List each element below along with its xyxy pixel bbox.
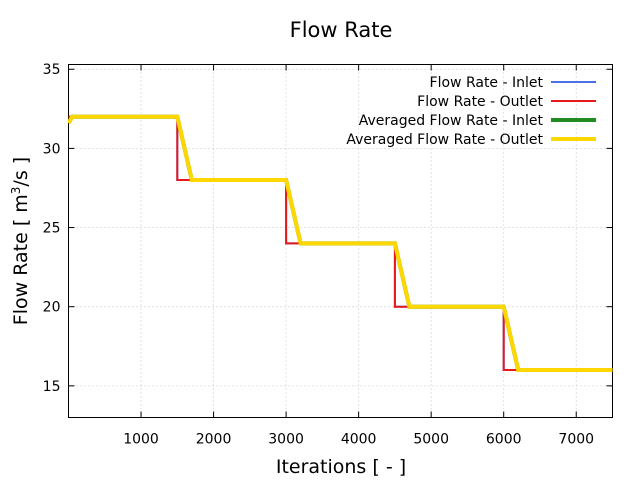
x-tick-label: 7000 — [558, 432, 594, 448]
legend-label: Flow Rate - Inlet — [430, 75, 544, 91]
legend: Flow Rate - Inlet Flow Rate - Outlet Avera… — [346, 75, 596, 148]
y-tick-label: 35 — [43, 62, 61, 78]
x-axis-label: Iterations [ - ] — [276, 456, 406, 478]
legend-label: Averaged Flow Rate - Outlet — [346, 132, 543, 148]
y-tick-label: 15 — [43, 379, 61, 395]
y-tick-label: 30 — [43, 141, 61, 157]
y-axis-label: Flow Rate [ m3/s ] — [9, 157, 32, 325]
x-tick-label: 2000 — [196, 432, 232, 448]
y-axis-label-superscript: 3 — [9, 187, 23, 195]
x-tick-label: 6000 — [486, 432, 522, 448]
x-tick-label: 4000 — [341, 432, 377, 448]
chart-title: Flow Rate — [290, 18, 393, 42]
series-line-4 — [68, 114, 613, 373]
legend-label: Flow Rate - Outlet — [417, 94, 543, 110]
x-tick-label: 5000 — [413, 432, 449, 448]
y-tick-label: 20 — [43, 300, 61, 316]
x-tick-label: 3000 — [268, 432, 304, 448]
plot-frame — [68, 64, 613, 418]
y-axis-label-prefix: Flow Rate [ m — [10, 194, 32, 325]
y-tick-label: 25 — [43, 221, 61, 237]
x-tick-label: 1000 — [123, 432, 159, 448]
axis-ticks: 1000 2000 3000 4000 5000 6000 7000 15 20 25 30 35 — [43, 62, 613, 448]
series-lines — [68, 114, 613, 373]
y-axis-label-suffix: /s ] — [10, 157, 32, 187]
legend-label: Averaged Flow Rate - Inlet — [359, 113, 544, 129]
